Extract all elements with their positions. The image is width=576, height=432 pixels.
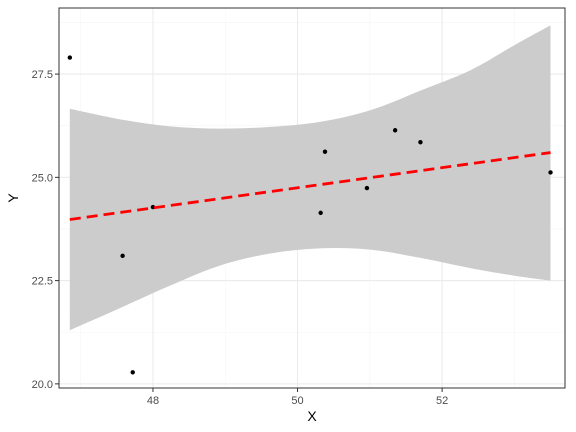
panel-border xyxy=(58,7,566,389)
x-tick-label: 48 xyxy=(147,395,159,407)
y-tick-label: 20.0 xyxy=(32,379,53,391)
data-point xyxy=(548,170,553,175)
fit-line-layer xyxy=(69,151,551,221)
data-point xyxy=(318,210,323,216)
data-point xyxy=(67,55,73,60)
data-point xyxy=(120,253,125,259)
x-axis-title: X xyxy=(307,408,317,424)
data-point xyxy=(364,185,370,191)
data-point xyxy=(418,140,423,145)
x-tick-label: 52 xyxy=(436,395,448,407)
y-axis-ticks: 20.0 22.5 25.0 27.5 xyxy=(32,69,59,391)
data-point xyxy=(392,128,398,133)
y-tick-label: 22.5 xyxy=(32,276,53,288)
data-point xyxy=(130,370,135,375)
confidence-band xyxy=(69,25,551,331)
x-axis-ticks: 48 50 52 xyxy=(147,388,448,407)
y-tick-label: 27.5 xyxy=(32,69,53,81)
y-axis-title: Y xyxy=(5,193,21,203)
y-tick-label: 25.0 xyxy=(32,172,53,184)
data-point xyxy=(322,149,328,154)
data-point xyxy=(150,204,156,210)
fit-line xyxy=(69,151,551,221)
data-points xyxy=(67,55,553,375)
x-tick-label: 50 xyxy=(291,395,303,407)
confidence-band-layer xyxy=(69,25,551,331)
